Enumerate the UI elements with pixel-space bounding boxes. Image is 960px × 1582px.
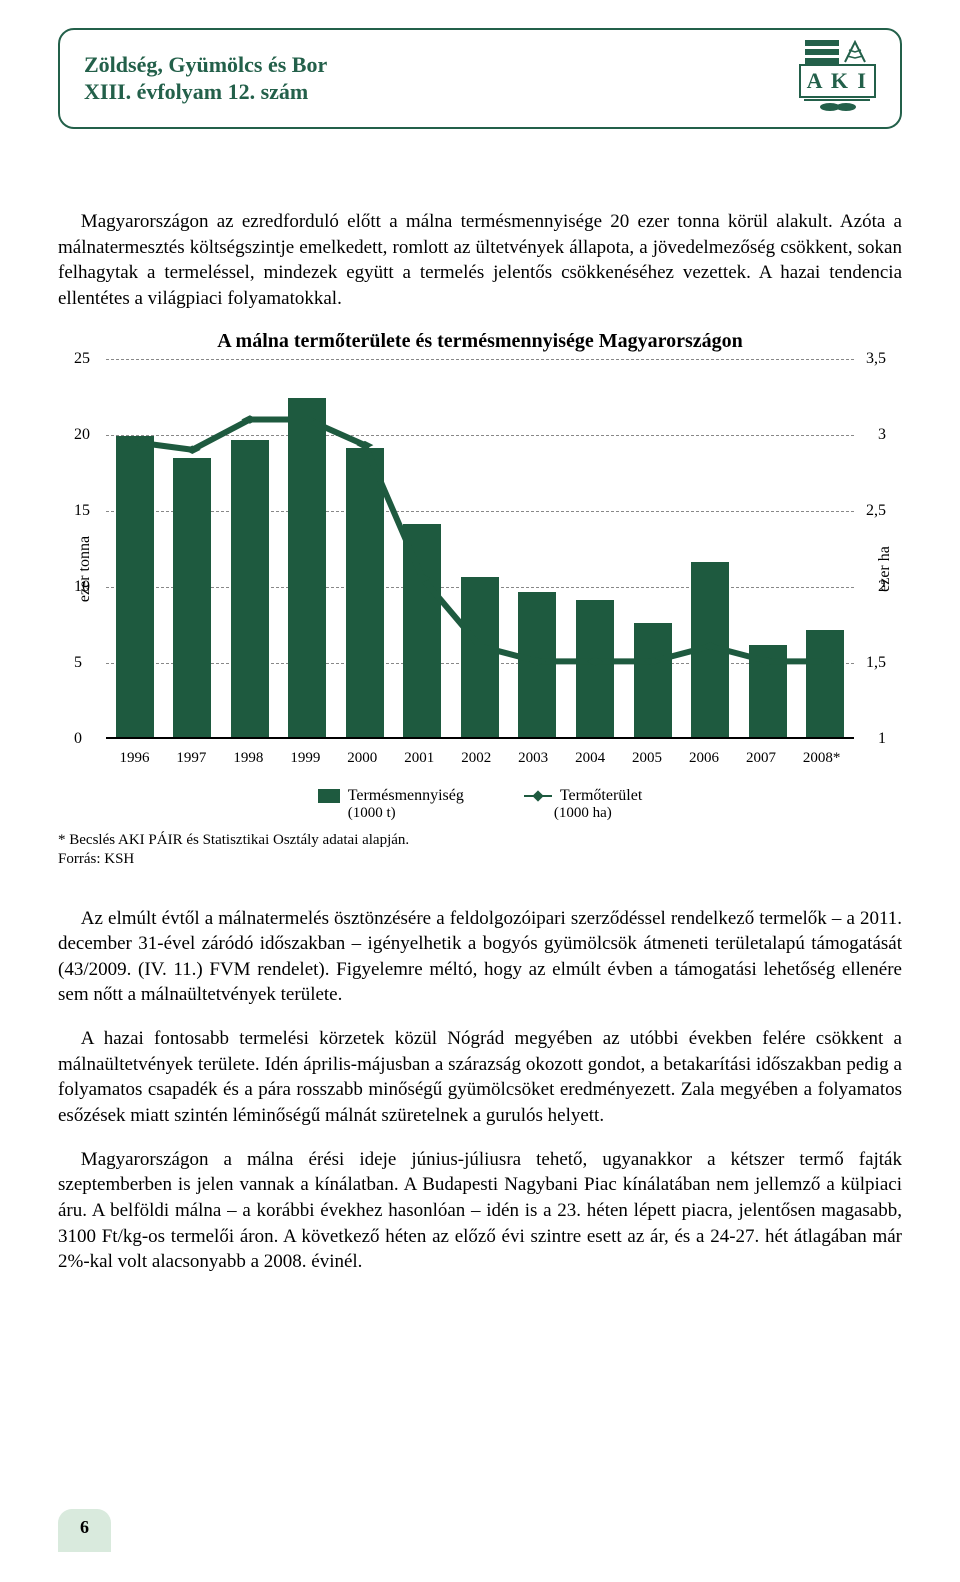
bars <box>106 359 854 737</box>
logo-text: A K I <box>799 64 876 98</box>
xtick: 1998 <box>233 750 263 767</box>
legend-bar-label: Termésmennyiség <box>348 787 464 805</box>
bar <box>691 562 729 737</box>
logo-leaf-icon <box>804 98 870 112</box>
bar-swatch-icon <box>318 789 340 803</box>
ytick-right: 2,5 <box>866 502 886 520</box>
xtick: 2008* <box>803 750 841 767</box>
bar <box>173 458 211 736</box>
plot-area <box>106 359 854 739</box>
bar <box>576 600 614 737</box>
x-ticks: 1996 1997 1998 1999 2000 2001 2002 2003 2004 2005… <box>106 750 854 767</box>
page-number: 6 <box>58 1509 111 1552</box>
paragraph-2: Az elmúlt évtől a málnatermelés ösztönzé… <box>58 906 902 1009</box>
bar <box>749 645 787 736</box>
legend-line: Termőterület (1000 ha) <box>524 787 642 822</box>
ytick-left: 25 <box>74 350 90 368</box>
paragraph-1: Magyarországon az ezredforduló előtt a m… <box>58 209 902 312</box>
xtick: 1997 <box>176 750 206 767</box>
header-line1: Zöldség, Gyümölcs és Bor <box>84 52 327 78</box>
xtick: 2004 <box>575 750 605 767</box>
footnote-source: Forrás: KSH <box>58 851 902 868</box>
bar <box>634 623 672 737</box>
chart-title: A málna termőterülete és termésmennyiség… <box>58 330 902 353</box>
xtick: 2005 <box>632 750 662 767</box>
ytick-left: 5 <box>74 654 82 672</box>
xtick: 2002 <box>461 750 491 767</box>
ytick-left: 15 <box>74 502 90 520</box>
paragraph-4: Magyarországon a málna érési ideje júniu… <box>58 1147 902 1275</box>
logo-bars-icon <box>805 40 839 64</box>
ytick-left: 10 <box>74 578 90 596</box>
legend-bar-sub: (1000 t) <box>348 805 396 822</box>
xtick: 2001 <box>404 750 434 767</box>
header-title: Zöldség, Gyümölcs és Bor XIII. évfolyam … <box>84 52 327 105</box>
page: Zöldség, Gyümölcs és Bor XIII. évfolyam … <box>0 0 960 1582</box>
legend-line-sub: (1000 ha) <box>554 805 612 822</box>
legend: Termésmennyiség (1000 t) Termőterület (1… <box>58 787 902 822</box>
xtick: 2000 <box>347 750 377 767</box>
bar <box>346 448 384 737</box>
line-swatch-icon <box>524 795 552 797</box>
bar <box>806 630 844 736</box>
wheat-icon <box>841 40 869 64</box>
header-box: Zöldség, Gyümölcs és Bor XIII. évfolyam … <box>58 28 902 129</box>
paragraph-3: A hazai fontosabb termelési körzetek köz… <box>58 1026 902 1129</box>
ytick-right: 3 <box>878 426 886 444</box>
legend-bar: Termésmennyiség (1000 t) <box>318 787 464 822</box>
ytick-right: 1 <box>878 730 886 748</box>
header-line2: XIII. évfolyam 12. szám <box>84 79 327 105</box>
ytick-left: 0 <box>74 730 82 748</box>
bar <box>288 398 326 737</box>
bar <box>461 577 499 737</box>
ytick-right: 2 <box>878 578 886 596</box>
xtick: 1996 <box>119 750 149 767</box>
bar <box>518 592 556 736</box>
bar <box>403 524 441 737</box>
ytick-left: 20 <box>74 426 90 444</box>
xtick: 2007 <box>746 750 776 767</box>
bar <box>116 436 154 737</box>
xtick: 1999 <box>290 750 320 767</box>
xtick: 2006 <box>689 750 719 767</box>
ytick-right: 3,5 <box>866 350 886 368</box>
ytick-right: 1,5 <box>866 654 886 672</box>
logo: A K I <box>799 40 876 117</box>
bar <box>231 440 269 736</box>
footnote-star: * Becslés AKI PÁIR és Statisztikai Osztá… <box>58 832 902 849</box>
chart: ezer tonna ezer ha 0510152025 11,522,533… <box>58 359 902 779</box>
xtick: 2003 <box>518 750 548 767</box>
legend-line-label: Termőterület <box>560 787 642 805</box>
